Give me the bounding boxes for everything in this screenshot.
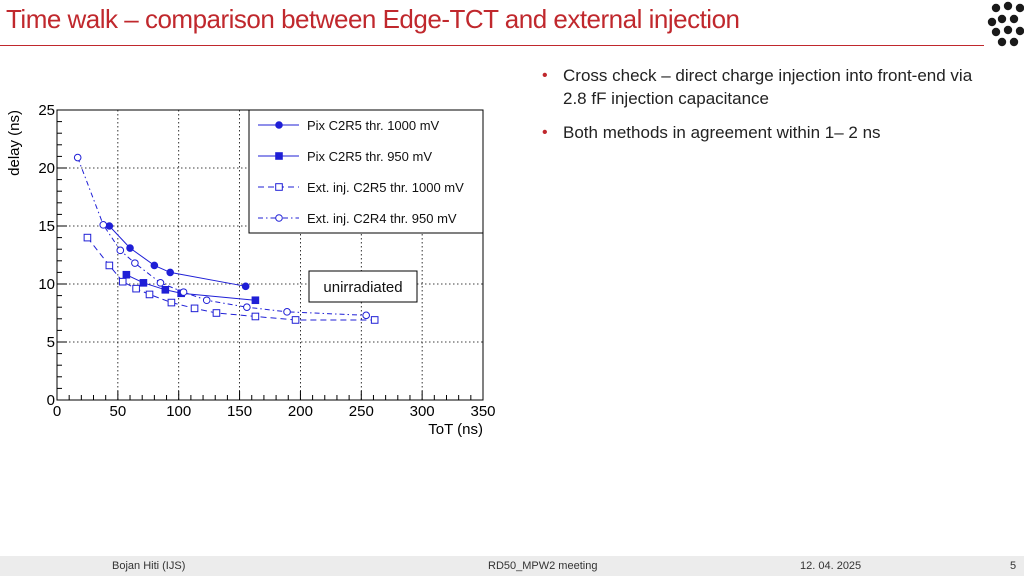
- data-point: [161, 286, 170, 294]
- series-group: [83, 233, 379, 324]
- title-underline: [0, 45, 984, 46]
- legend-marker: [275, 152, 283, 160]
- legend-marker: [275, 121, 283, 129]
- data-point: [105, 222, 114, 230]
- legend-marker: [275, 183, 283, 191]
- data-point: [83, 233, 92, 242]
- bullet-list: • Cross check – direct charge injection …: [540, 64, 980, 155]
- data-point: [139, 279, 148, 287]
- y-tick-label: 0: [47, 392, 55, 409]
- x-tick-label: 350: [470, 403, 495, 420]
- data-point: [202, 296, 211, 305]
- y-tick-label: 10: [38, 276, 55, 293]
- x-tick-label: 300: [410, 403, 435, 420]
- x-tick-label: 50: [110, 403, 127, 420]
- y-tick-label: 15: [38, 218, 55, 235]
- footer-page-number: 5: [1010, 560, 1017, 572]
- data-point: [251, 296, 260, 305]
- slide-title: Time walk – comparison between Edge-TCT …: [6, 4, 740, 34]
- bullet-item: • Cross check – direct charge injection …: [540, 64, 980, 110]
- y-tick-label: 25: [38, 102, 55, 119]
- data-point: [243, 303, 251, 311]
- bullet-marker: •: [542, 124, 548, 141]
- data-point: [291, 316, 300, 324]
- legend-frame: [248, 109, 484, 234]
- data-point: [105, 261, 114, 270]
- data-point: [179, 288, 188, 296]
- annotation-frame: [308, 270, 418, 303]
- time-walk-chart: 0 50 100 150 200 250 300 350 0 5 10 15 20 25 ToT (ns)…: [6, 102, 496, 438]
- x-tick-label: 250: [349, 403, 374, 420]
- y-axis-label: delay (ns): [6, 110, 23, 176]
- data-point: [166, 268, 174, 277]
- data-point: [283, 308, 291, 316]
- data-point: [145, 290, 154, 299]
- footer-author: Bojan Hiti (IJS): [112, 560, 186, 572]
- chart-series: [73, 153, 379, 324]
- bullet-text: Both methods in agreement within 1– 2 ns: [563, 123, 881, 142]
- data-point: [116, 246, 125, 255]
- legend-entry-label: Pix C2R5 thr. 1000 mV: [307, 118, 440, 133]
- bullet-text: Cross check – direct charge injection in…: [563, 66, 973, 108]
- series-group: [73, 153, 370, 320]
- data-point: [370, 316, 379, 324]
- axis-tick-labels: 0 50 100 150 200 250 300 350 0 5 10 15 20 25: [38, 102, 495, 420]
- data-point: [251, 312, 260, 321]
- x-tick-label: 200: [288, 403, 313, 420]
- data-point: [190, 304, 199, 313]
- chart-legend: Pix C2R5 thr. 1000 mV Pix C2R5 thr. 950 m…: [248, 109, 484, 234]
- data-point: [99, 221, 108, 229]
- x-tick-label: 0: [53, 403, 61, 420]
- x-tick-label: 100: [166, 403, 191, 420]
- y-tick-label: 20: [38, 160, 55, 177]
- bullet-item: • Both methods in agreement within 1– 2 …: [540, 121, 980, 144]
- annotation-text: unirradiated: [323, 279, 402, 296]
- legend-marker: [275, 214, 283, 222]
- data-point: [150, 261, 159, 270]
- bullet-marker: •: [542, 67, 548, 84]
- institute-logo-icon: [987, 1, 1024, 47]
- data-point: [212, 309, 221, 317]
- series-group: [105, 222, 250, 291]
- y-tick-label: 5: [47, 334, 55, 351]
- data-point: [126, 244, 134, 252]
- legend-entry-label: Ext. inj. C2R4 thr. 950 mV: [307, 211, 457, 226]
- data-point: [132, 284, 140, 293]
- data-point: [131, 259, 139, 267]
- series-line: [77, 157, 367, 316]
- legend-entry-label: Pix C2R5 thr. 950 mV: [307, 149, 432, 164]
- data-point: [362, 311, 370, 320]
- data-point: [118, 277, 127, 286]
- annotation-box: unirradiated: [308, 270, 418, 303]
- data-point: [122, 270, 131, 279]
- data-point: [156, 279, 165, 287]
- legend-entry-label: Ext. inj. C2R5 thr. 1000 mV: [307, 180, 464, 195]
- footer-meeting: RD50_MPW2 meeting: [488, 560, 598, 572]
- x-tick-label: 150: [227, 403, 252, 420]
- data-point: [241, 282, 250, 291]
- x-axis-label: ToT (ns): [428, 421, 483, 438]
- axis-ticks: [56, 109, 484, 401]
- data-point: [167, 298, 176, 307]
- data-point: [73, 153, 82, 162]
- footer-date: 12. 04. 2025: [800, 560, 862, 572]
- footer-bar: Bojan Hiti (IJS) RD50_MPW2 meeting 12. 0…: [0, 556, 1024, 576]
